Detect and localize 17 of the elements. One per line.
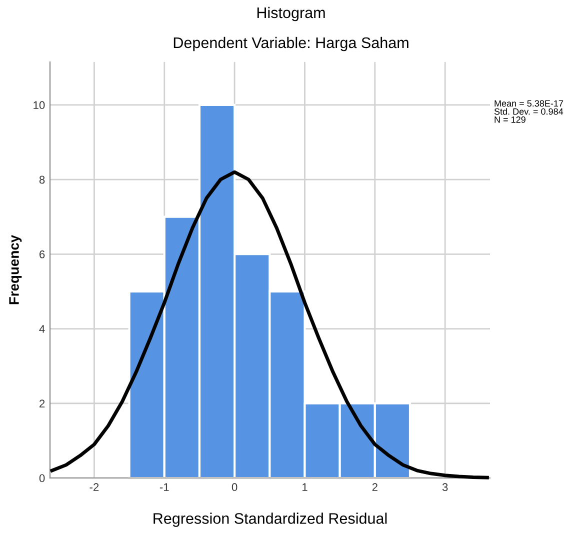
x-axis-title: Regression Standardized Residual: [154, 512, 387, 527]
x-tick-label: 2: [372, 483, 378, 491]
y-tick-label: 10: [34, 101, 45, 110]
x-tick-label: 3: [442, 483, 448, 492]
x-tick-label: -2: [90, 483, 99, 491]
x-tick-label: 0: [232, 483, 238, 492]
y-tick-label: 8: [39, 176, 45, 184]
x-tick-label: 1: [302, 483, 308, 491]
y-tick-label: 6: [40, 250, 45, 258]
y-axis-title: Frequency: [9, 234, 22, 304]
y-tick-label: 2: [40, 400, 45, 408]
text: Mean = 5.38E-17 Std. Dev. = 0.984 N = 129: [494, 100, 564, 123]
y-tick-label: 0: [39, 474, 45, 482]
x-tick-label: -1: [160, 483, 169, 491]
y-tick-label: 4: [39, 325, 45, 333]
chart-subtitle: Dependent Variable: Harga Saham: [174, 36, 408, 52]
chart-title: Histogram: [257, 6, 325, 22]
